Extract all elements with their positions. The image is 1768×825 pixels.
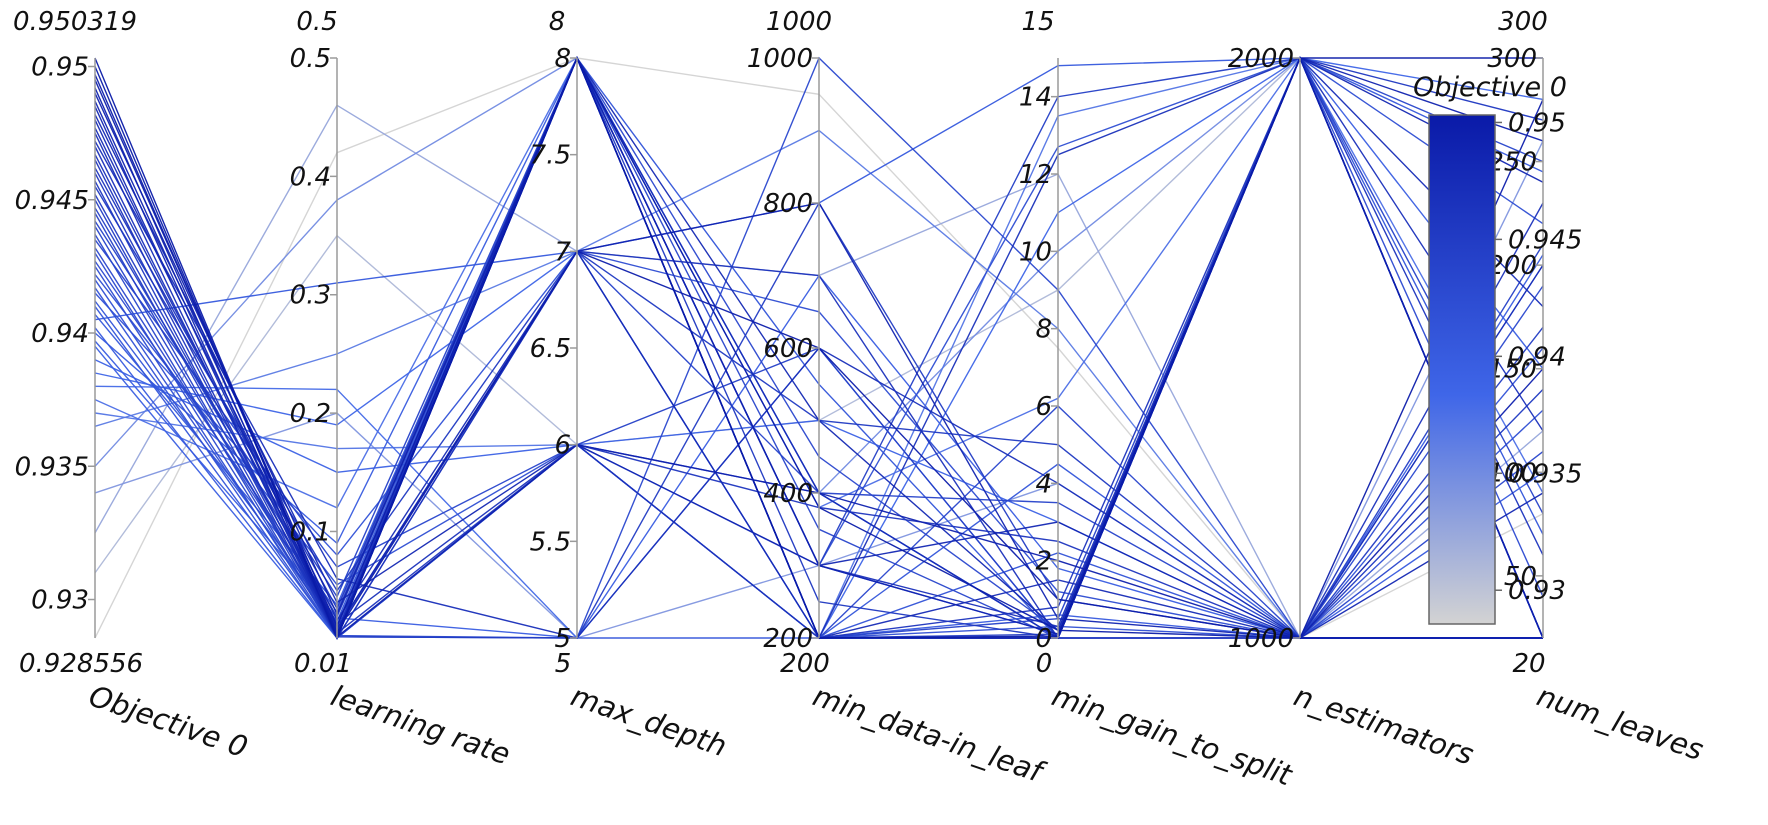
axis-title: Objective 0	[85, 678, 252, 764]
colorbar-tick-label: 0.935	[1508, 459, 1582, 489]
colorbar-title: Objective 0	[1413, 72, 1567, 103]
tick-label: 2	[1035, 547, 1052, 577]
axis-title: min_data-in_leaf	[809, 678, 1050, 789]
colorbar-tick-label: 0.95	[1508, 108, 1566, 138]
axis-max-label: 15	[1021, 7, 1054, 37]
colorbar: Objective 0 0.93 0.935 0.94 0.945 0.95	[1413, 72, 1582, 625]
tick-label: 0.1	[290, 517, 331, 547]
tick-label: 6	[554, 431, 571, 461]
tick-label: 7	[554, 237, 571, 267]
tick-label: 800	[763, 189, 813, 219]
tick-label: 300	[1487, 44, 1537, 74]
axis-min-label: 20	[1512, 649, 1545, 679]
axis-min-label: 0	[1036, 649, 1053, 679]
tick-label: 12	[1019, 160, 1052, 190]
axis-min-label: 0.928556	[19, 649, 143, 679]
colorbar-tick-label: 0.94	[1508, 342, 1566, 372]
colorbar-gradient	[1428, 114, 1496, 625]
colorbar-tick-label: 0.945	[1508, 225, 1582, 255]
tick-label: 0.93	[31, 586, 89, 616]
axis-max-label: 0.950319	[13, 7, 137, 37]
tick-label: 5.5	[530, 527, 571, 557]
tick-label: 5	[554, 624, 571, 654]
tick-label: 0.94	[31, 319, 89, 349]
tick-label: 50	[1504, 562, 1537, 592]
tick-label: 0.5	[290, 44, 331, 74]
axis-min-label: 0.01	[294, 649, 352, 679]
tick-label: 0.4	[290, 162, 331, 192]
tick-label: 6	[1035, 392, 1052, 422]
axis-max-label: 300	[1498, 7, 1548, 37]
tick-label: 8	[1035, 315, 1052, 345]
tick-label: 0.95	[31, 53, 89, 83]
tick-label: 7.5	[530, 141, 571, 171]
tick-label: 10	[1019, 237, 1052, 267]
tick-label: 0.945	[15, 186, 89, 216]
axis-title: num_leaves	[1533, 678, 1708, 767]
axis-max-label: 8	[549, 7, 566, 37]
axis-max-label: 1000	[766, 7, 832, 37]
tick-label: 400	[763, 479, 813, 509]
axis-min-label: 5	[555, 649, 572, 679]
tick-label: 14	[1019, 83, 1052, 113]
axis-title: learning rate	[327, 678, 515, 771]
tick-label: 6.5	[530, 334, 571, 364]
tick-label: 200	[763, 624, 813, 654]
tick-label: 0.2	[290, 399, 331, 429]
axis-title: max_depth	[567, 678, 731, 763]
tick-label: 1000	[747, 44, 813, 74]
tick-label: 0	[1035, 624, 1052, 654]
tick-label: 8	[554, 44, 571, 74]
tick-label: 2000	[1228, 44, 1294, 74]
axis-title: min_gain_to_split	[1048, 678, 1298, 792]
tick-label: 4	[1035, 469, 1052, 499]
tick-label: 1000	[1228, 624, 1294, 654]
tick-label: 0.3	[290, 281, 331, 311]
axis-min-label: 200	[780, 649, 830, 679]
tick-label: 0.935	[15, 452, 89, 482]
axis-title: n_estimators	[1290, 678, 1478, 771]
axis-max-label: 0.5	[296, 7, 337, 37]
colorbar-tick-label: 0.93	[1508, 576, 1566, 606]
tick-label: 600	[763, 334, 813, 364]
